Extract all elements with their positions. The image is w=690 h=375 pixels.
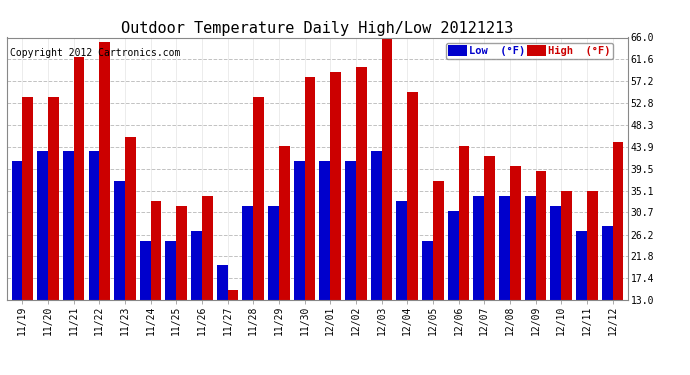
- Bar: [63, 152, 74, 300]
- Text: Copyright 2012 Cartronics.com: Copyright 2012 Cartronics.com: [10, 48, 180, 58]
- Bar: [459, 147, 469, 300]
- Bar: [202, 196, 213, 300]
- Bar: [499, 196, 510, 300]
- Bar: [114, 181, 125, 300]
- Bar: [140, 241, 150, 300]
- Bar: [484, 156, 495, 300]
- Bar: [397, 201, 407, 300]
- Bar: [12, 161, 22, 300]
- Bar: [242, 206, 253, 300]
- Bar: [166, 241, 176, 300]
- Bar: [22, 97, 33, 300]
- Bar: [371, 152, 382, 300]
- Bar: [228, 290, 238, 300]
- Bar: [345, 161, 356, 300]
- Bar: [294, 161, 304, 300]
- Bar: [74, 57, 84, 300]
- Bar: [407, 92, 418, 300]
- Bar: [422, 241, 433, 300]
- Bar: [473, 196, 484, 300]
- Bar: [48, 97, 59, 300]
- Bar: [433, 181, 444, 300]
- Bar: [524, 196, 535, 300]
- Bar: [382, 33, 393, 300]
- Bar: [561, 191, 572, 300]
- Bar: [613, 141, 623, 300]
- Bar: [125, 136, 136, 300]
- Bar: [551, 206, 561, 300]
- Bar: [602, 226, 613, 300]
- Bar: [586, 191, 598, 300]
- Bar: [510, 166, 521, 300]
- Bar: [268, 206, 279, 300]
- Bar: [191, 231, 202, 300]
- Bar: [331, 72, 341, 300]
- Bar: [150, 201, 161, 300]
- Bar: [88, 152, 99, 300]
- Bar: [304, 77, 315, 300]
- Title: Outdoor Temperature Daily High/Low 20121213: Outdoor Temperature Daily High/Low 20121…: [121, 21, 513, 36]
- Bar: [576, 231, 586, 300]
- Bar: [37, 152, 48, 300]
- Bar: [356, 67, 366, 300]
- Bar: [279, 147, 290, 300]
- Legend: Low  (°F), High  (°F): Low (°F), High (°F): [446, 43, 613, 59]
- Bar: [535, 171, 546, 300]
- Bar: [99, 42, 110, 300]
- Bar: [253, 97, 264, 300]
- Bar: [319, 161, 331, 300]
- Bar: [217, 266, 228, 300]
- Bar: [448, 211, 459, 300]
- Bar: [176, 206, 187, 300]
